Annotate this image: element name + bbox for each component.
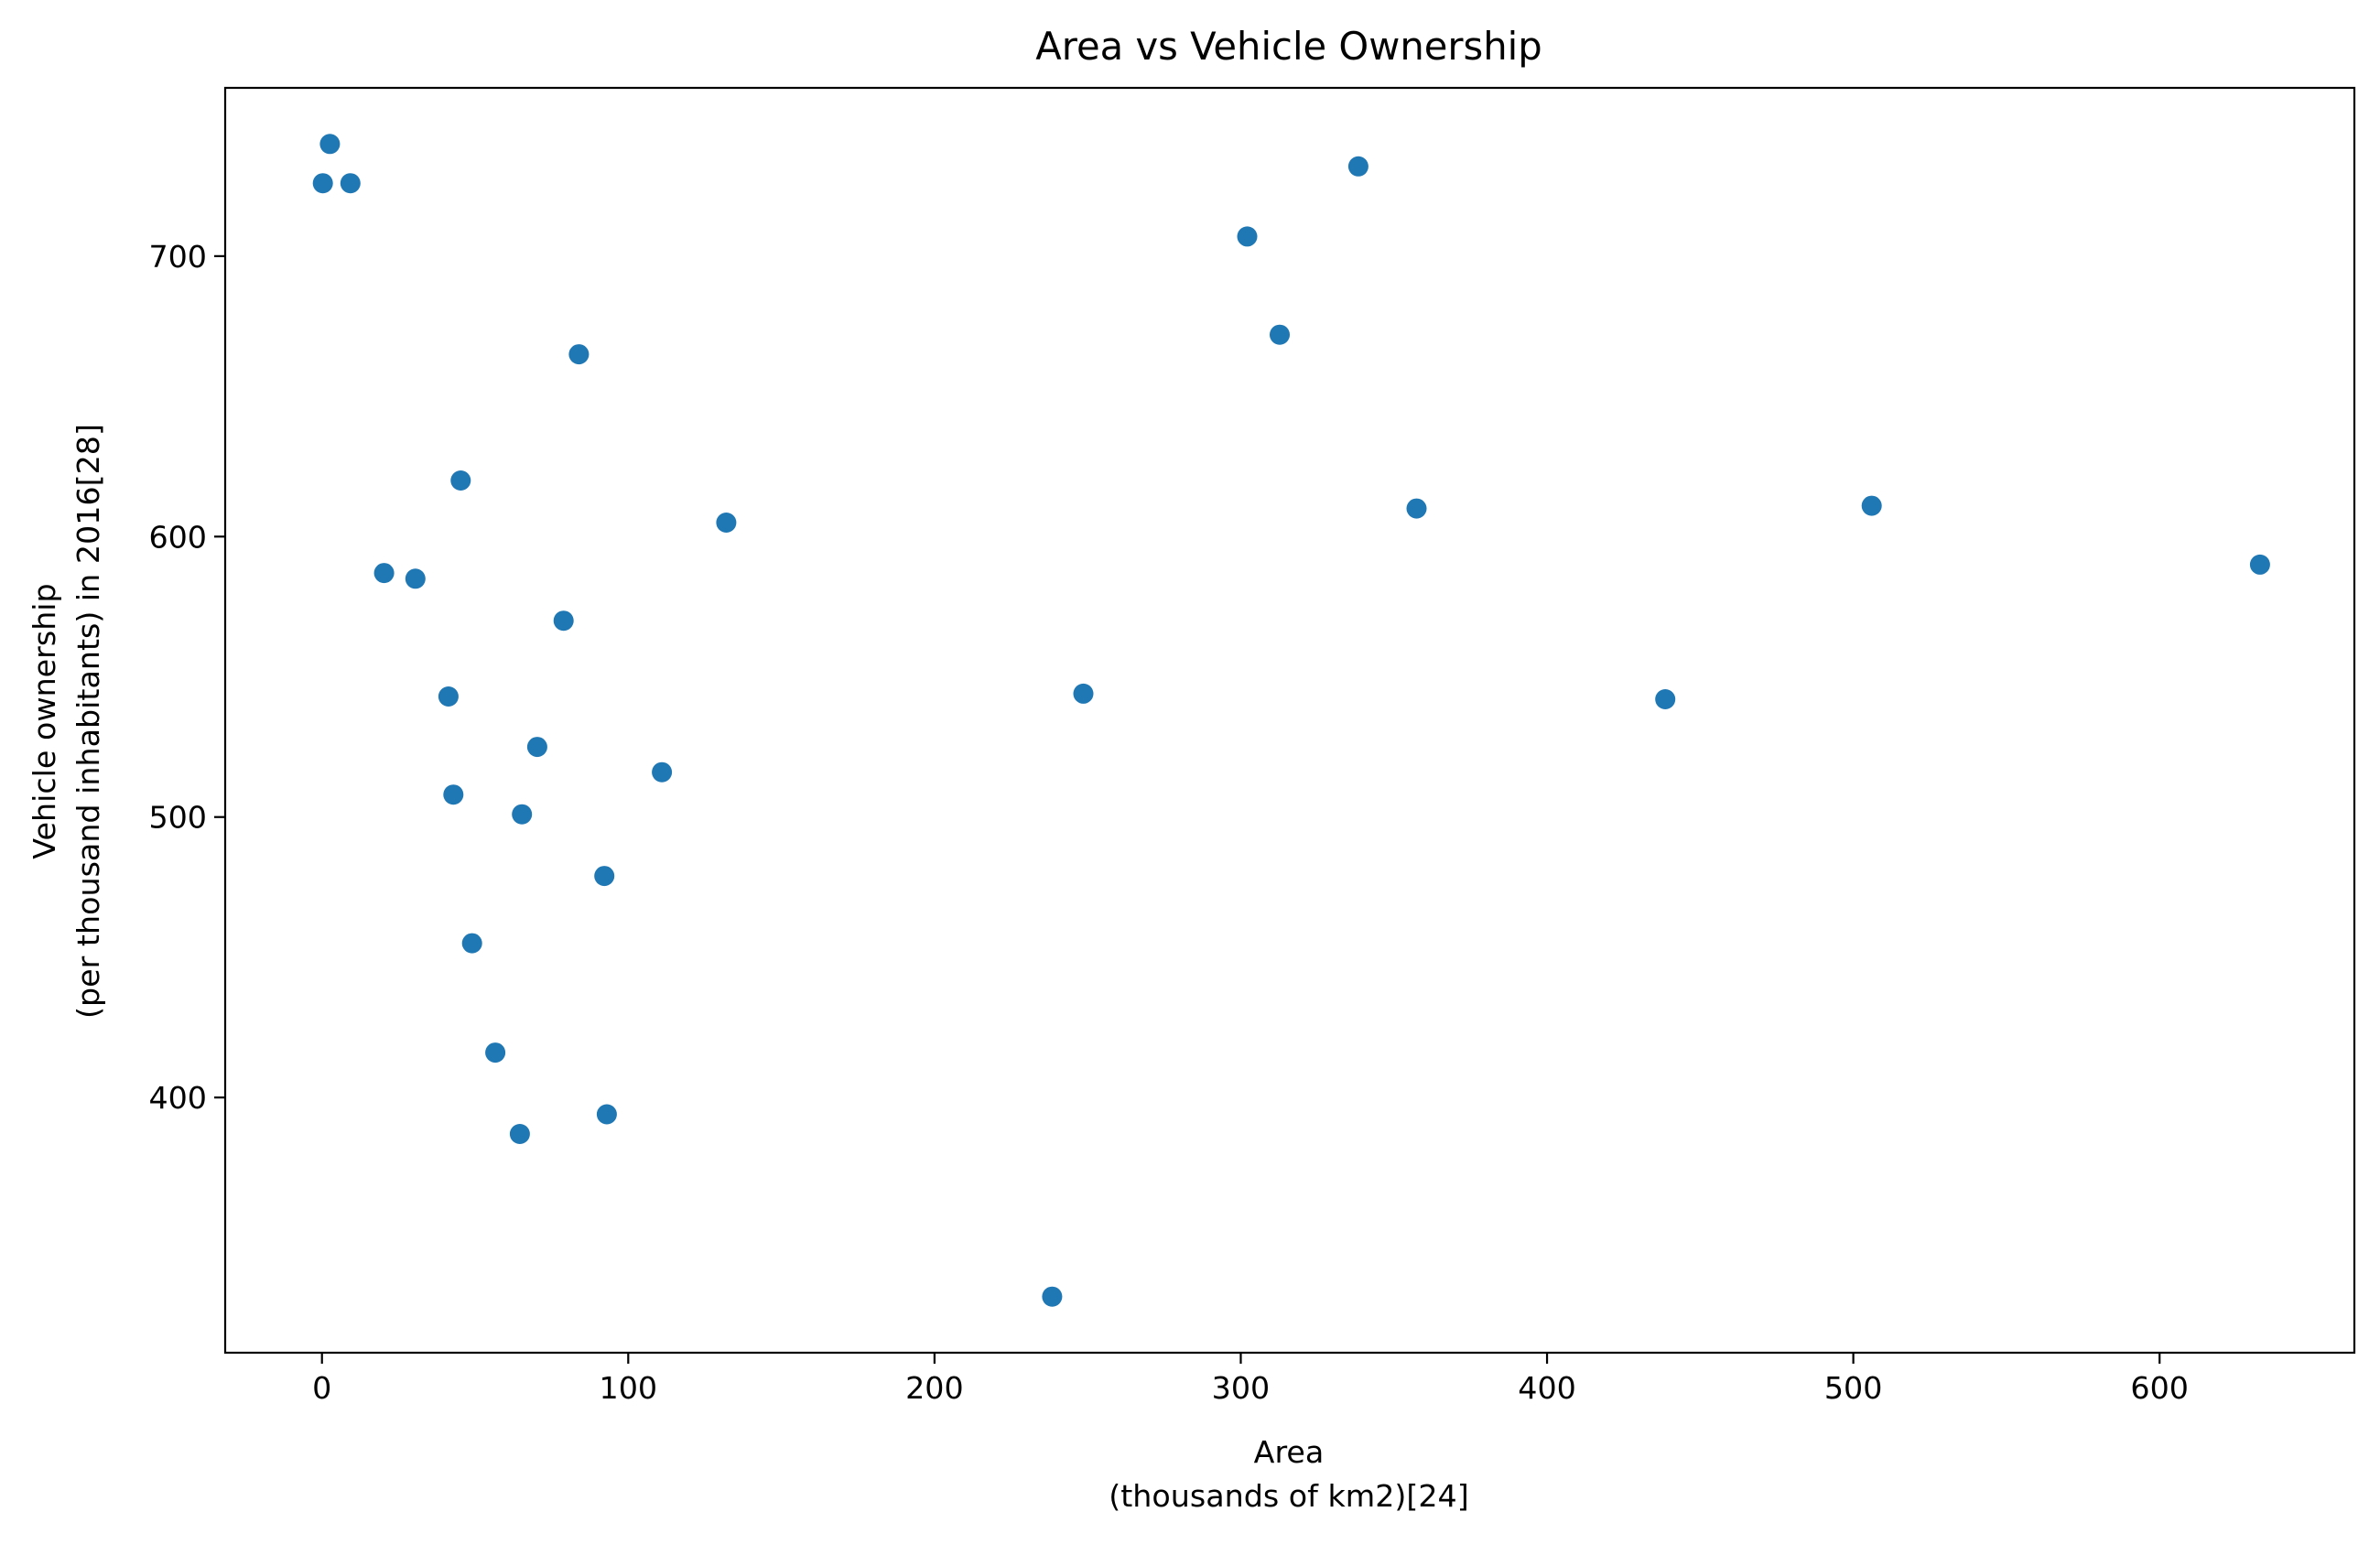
x-tick-label-2: 200	[905, 1370, 964, 1406]
data-point-6	[443, 784, 464, 805]
data-point-20	[1073, 683, 1094, 704]
x-tick-label-0: 0	[312, 1370, 331, 1406]
data-point-4	[405, 568, 426, 589]
data-point-13	[553, 610, 574, 632]
x-tick-label-1: 100	[600, 1370, 658, 1406]
data-point-16	[596, 1104, 617, 1125]
chart-title: Area vs Vehicle Ownership	[1035, 24, 1542, 69]
x-tick-label-6: 600	[2130, 1370, 2189, 1406]
y-axis-label-units: (per thousand inhabitants) in 2016[28]	[70, 424, 106, 1019]
x-tick-label-3: 300	[1212, 1370, 1271, 1406]
data-point-18	[716, 513, 737, 533]
data-point-0	[312, 173, 333, 194]
y-axis-label: Vehicle ownership	[27, 583, 62, 858]
data-point-22	[1270, 324, 1290, 345]
data-point-5	[438, 686, 459, 707]
data-point-19	[1042, 1286, 1063, 1307]
data-point-1	[319, 134, 341, 155]
x-tick-label-5: 500	[1824, 1370, 1883, 1406]
data-point-11	[512, 804, 533, 825]
y-tick-label-2: 600	[148, 519, 207, 555]
data-point-27	[2249, 554, 2270, 575]
data-point-12	[526, 737, 547, 758]
x-tick-label-4: 400	[1518, 1370, 1576, 1406]
data-point-9	[485, 1042, 506, 1064]
y-tick-label-0: 400	[148, 1080, 207, 1116]
data-point-15	[594, 866, 615, 887]
data-point-10	[509, 1124, 530, 1144]
data-point-21	[1237, 226, 1258, 247]
data-point-25	[1655, 689, 1676, 709]
data-points	[312, 134, 2270, 1307]
x-axis-label: Area	[1254, 1434, 1325, 1470]
y-tick-label-3: 700	[148, 239, 207, 275]
data-point-8	[461, 933, 482, 954]
x-axis-label-units: (thousands of km2)[24]	[1109, 1478, 1468, 1514]
data-point-3	[373, 563, 395, 584]
data-point-17	[652, 761, 673, 783]
plot-frame	[223, 86, 2356, 1355]
data-point-14	[568, 344, 590, 365]
data-point-23	[1347, 156, 1368, 177]
data-point-26	[1861, 495, 1882, 516]
y-axis-ticks: 400 500 600 700	[148, 239, 225, 1116]
x-axis-ticks: 0 100 200 300 400 500 600	[312, 1353, 2189, 1406]
y-tick-label-1: 500	[148, 800, 207, 836]
data-point-2	[340, 173, 361, 194]
data-point-24	[1406, 498, 1427, 519]
data-point-7	[450, 470, 471, 491]
